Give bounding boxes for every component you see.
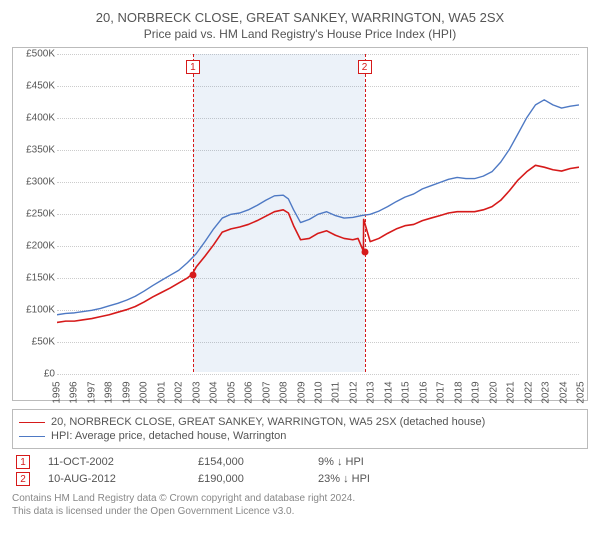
x-axis-label: 2013 (366, 378, 377, 408)
series-lines (57, 54, 579, 372)
event-marker-dot (189, 272, 196, 279)
x-axis-label: 2007 (261, 378, 272, 408)
x-axis-label: 2016 (418, 378, 429, 408)
transaction-price: £154,000 (198, 456, 318, 468)
y-axis-label: £250K (15, 209, 55, 220)
x-axis-label: 2022 (523, 378, 534, 408)
legend-swatch (19, 422, 45, 423)
y-axis-label: £300K (15, 177, 55, 188)
plot-area: 12 (57, 54, 579, 372)
chart-footer: Contains HM Land Registry data © Crown c… (12, 492, 588, 518)
legend: 20, NORBRECK CLOSE, GREAT SANKEY, WARRIN… (12, 409, 588, 449)
transaction-marker: 1 (16, 455, 30, 469)
x-axis-label: 2023 (541, 378, 552, 408)
y-axis-label: £0 (15, 369, 55, 380)
y-axis-label: £50K (15, 337, 55, 348)
x-axis-label: 2009 (296, 378, 307, 408)
x-axis-label: 2020 (488, 378, 499, 408)
x-axis-label: 1996 (69, 378, 80, 408)
x-axis-label: 2001 (156, 378, 167, 408)
x-axis-label: 2018 (453, 378, 464, 408)
x-axis-label: 2004 (209, 378, 220, 408)
legend-swatch (19, 436, 45, 437)
x-axis-label: 2003 (191, 378, 202, 408)
event-marker-label: 2 (358, 60, 372, 74)
y-axis-label: £150K (15, 273, 55, 284)
x-axis-label: 1995 (52, 378, 63, 408)
transaction-price: £190,000 (198, 473, 318, 485)
legend-label: HPI: Average price, detached house, Warr… (51, 430, 286, 442)
x-axis-label: 2010 (314, 378, 325, 408)
x-axis-label: 2011 (331, 378, 342, 408)
series-line (57, 100, 579, 315)
x-axis-label: 2025 (576, 378, 587, 408)
legend-item: HPI: Average price, detached house, Warr… (19, 430, 581, 442)
y-axis-label: £500K (15, 49, 55, 60)
legend-item: 20, NORBRECK CLOSE, GREAT SANKEY, WARRIN… (19, 416, 581, 428)
x-axis-label: 2002 (174, 378, 185, 408)
transaction-marker: 2 (16, 472, 30, 486)
x-axis-label: 2006 (244, 378, 255, 408)
chart-area: 12 £0£50K£100K£150K£200K£250K£300K£350K£… (12, 47, 588, 401)
transaction-delta: 9% ↓ HPI (318, 456, 438, 468)
transaction-delta: 23% ↓ HPI (318, 473, 438, 485)
y-axis-label: £350K (15, 145, 55, 156)
y-axis-label: £450K (15, 81, 55, 92)
transaction-table: 1 11-OCT-2002£154,0009% ↓ HPI 2 10-AUG-2012… (12, 455, 588, 486)
footer-line: This data is licensed under the Open Gov… (12, 505, 588, 518)
chart-subtitle: Price paid vs. HM Land Registry's House … (10, 27, 590, 41)
transaction-date: 11-OCT-2002 (48, 456, 198, 468)
chart-title: 20, NORBRECK CLOSE, GREAT SANKEY, WARRIN… (10, 10, 590, 25)
transaction-date: 10-AUG-2012 (48, 473, 198, 485)
x-axis-label: 2000 (139, 378, 150, 408)
transaction-row: 1 11-OCT-2002£154,0009% ↓ HPI (12, 455, 588, 469)
x-axis-label: 2017 (436, 378, 447, 408)
gridline (57, 374, 579, 375)
x-axis-label: 2012 (348, 378, 359, 408)
y-axis-label: £200K (15, 241, 55, 252)
event-marker-label: 1 (186, 60, 200, 74)
x-axis-label: 2005 (226, 378, 237, 408)
x-axis-label: 1997 (86, 378, 97, 408)
legend-label: 20, NORBRECK CLOSE, GREAT SANKEY, WARRIN… (51, 416, 485, 428)
x-axis-label: 1999 (121, 378, 132, 408)
x-axis-label: 2021 (506, 378, 517, 408)
x-axis-label: 2024 (558, 378, 569, 408)
footer-line: Contains HM Land Registry data © Crown c… (12, 492, 588, 505)
x-axis-label: 2019 (471, 378, 482, 408)
x-axis-label: 2015 (401, 378, 412, 408)
y-axis-label: £100K (15, 305, 55, 316)
x-axis-label: 2008 (279, 378, 290, 408)
series-line (57, 165, 579, 322)
x-axis-label: 1998 (104, 378, 115, 408)
transaction-row: 2 10-AUG-2012£190,00023% ↓ HPI (12, 472, 588, 486)
y-axis-label: £400K (15, 113, 55, 124)
event-marker-dot (361, 249, 368, 256)
x-axis-label: 2014 (383, 378, 394, 408)
